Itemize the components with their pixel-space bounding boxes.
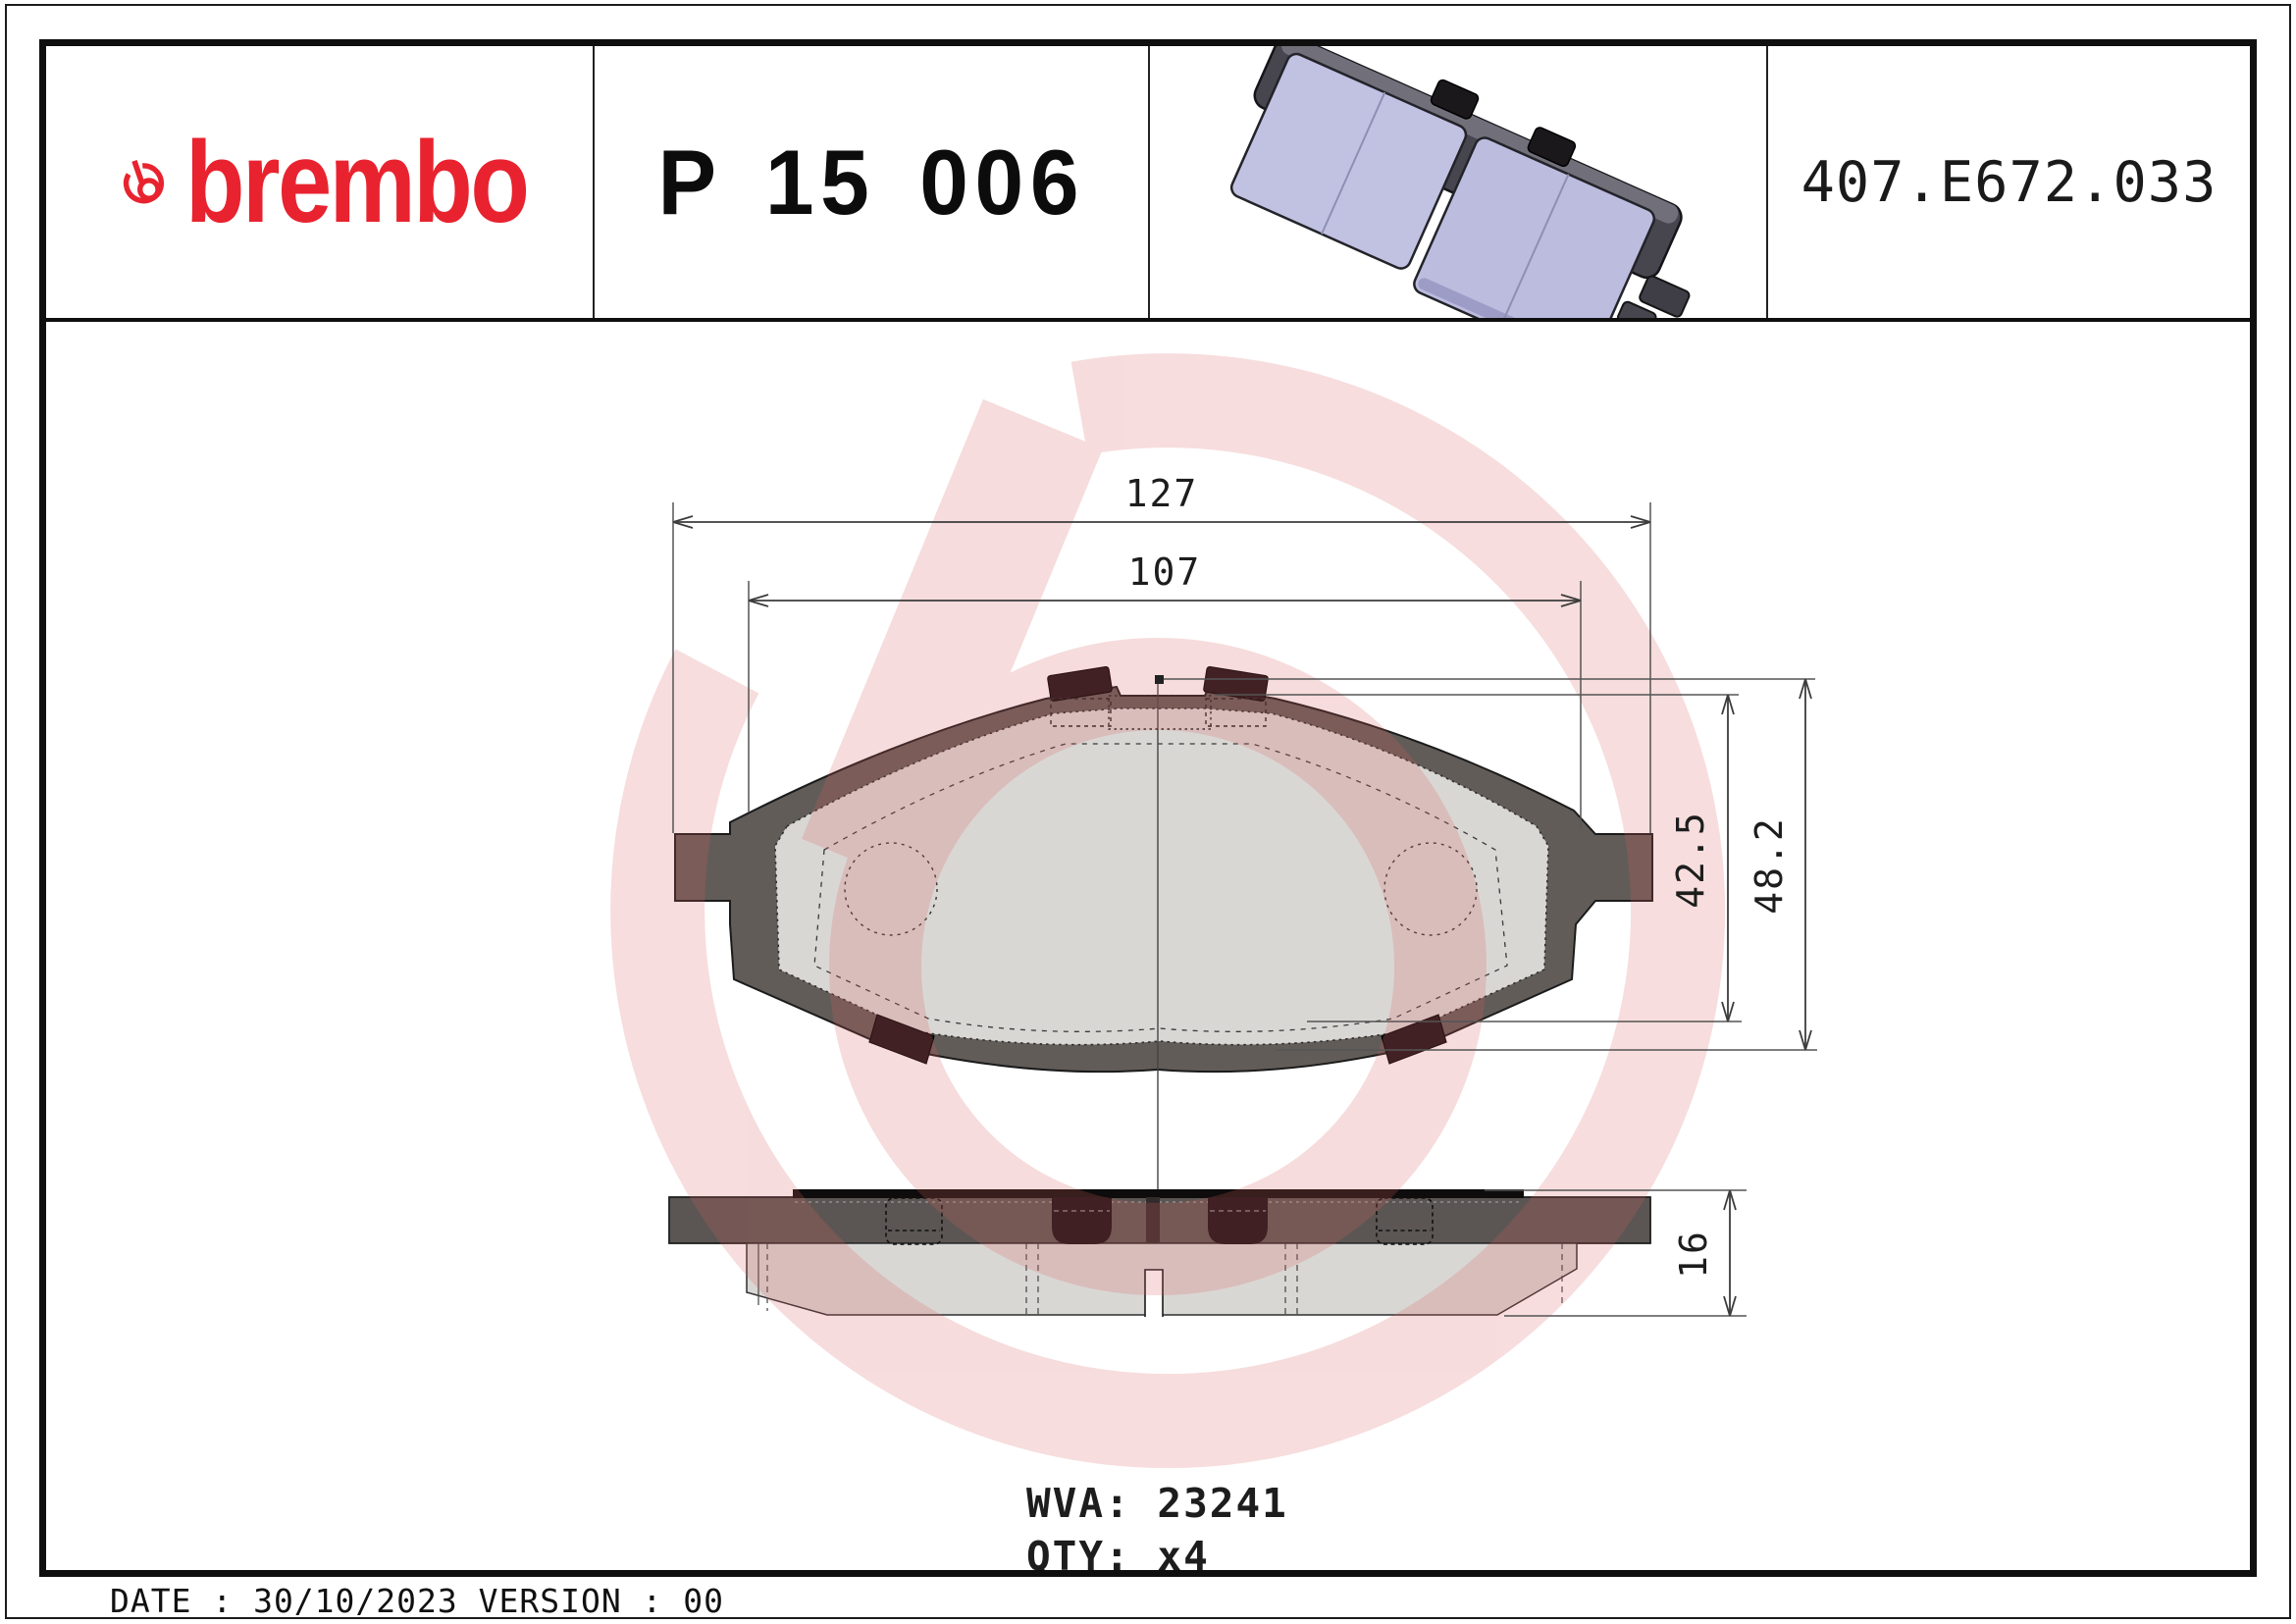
dimension-label-16: 16 <box>1672 1230 1715 1279</box>
bottom-clip-left <box>868 1014 935 1065</box>
dimension-pad-width <box>748 581 1582 829</box>
wva-number: WVA: 23241 <box>1026 1480 1288 1527</box>
dimension-label-127: 127 <box>1125 472 1199 515</box>
brembo-wordmark: brembo <box>185 117 530 247</box>
dimension-overall-width <box>672 502 1651 833</box>
bottom-clip-hidden-left <box>885 1197 943 1245</box>
pad-side-view <box>668 1189 1651 1317</box>
header-divider <box>593 46 595 318</box>
brand-block: brembo <box>46 46 593 318</box>
dimension-label-48-2: 48.2 <box>1748 816 1791 915</box>
friction-inner-contour <box>813 743 1508 1032</box>
wear-hole-right <box>1383 842 1478 936</box>
dimension-overall-height <box>1155 675 1817 1051</box>
shim-strip <box>793 1189 1524 1198</box>
clip-hidden-outline <box>1205 698 1267 727</box>
top-clip-edge-left <box>1052 1197 1112 1244</box>
top-clip-edge-right <box>1208 1197 1268 1244</box>
wear-hole-left <box>844 842 938 936</box>
part-number-cell: P 15 006 <box>595 46 1148 318</box>
header-divider <box>1766 46 1768 318</box>
main-frame <box>39 39 2257 1577</box>
slot-shadow <box>1146 1197 1160 1243</box>
product-3d-cell <box>1150 46 1766 318</box>
dimension-label-107: 107 <box>1128 550 1202 594</box>
dimensions <box>672 502 1817 1317</box>
center-slot-edge <box>1144 1269 1164 1317</box>
dimension-label-42-5: 42.5 <box>1669 811 1712 909</box>
header: brembo P 15 006 <box>46 46 2250 322</box>
top-clip-left <box>1047 665 1113 702</box>
catalog-code: 407.E672.033 <box>1800 149 2218 215</box>
quantity: QTY: x4 <box>1026 1533 1210 1570</box>
brake-pad-3d-image <box>1229 46 1691 318</box>
dimension-thickness <box>1485 1189 1747 1317</box>
bottom-clip-right <box>1381 1014 1447 1065</box>
friction-material-front <box>774 707 1549 1046</box>
bottom-clip-hidden-right <box>1376 1197 1434 1245</box>
hidden-lines <box>757 1243 1563 1314</box>
clip-hidden-outline <box>1050 698 1112 727</box>
dimension-pad-height <box>1215 694 1742 1022</box>
part-number: P 15 006 <box>657 130 1085 234</box>
technical-drawing: 127 107 42.5 48.2 16 WVA: 23241 QTY: x4 <box>610 353 1817 1570</box>
brembo-logo-icon <box>123 159 165 203</box>
header-divider <box>1148 46 1150 318</box>
notch-hidden-outline <box>1108 695 1212 730</box>
footer-date-version: DATE : 30/10/2023 VERSION : 00 <box>110 1582 725 1620</box>
catalog-code-cell: 407.E672.033 <box>1768 46 2250 318</box>
pad-front-view <box>674 665 1653 1270</box>
